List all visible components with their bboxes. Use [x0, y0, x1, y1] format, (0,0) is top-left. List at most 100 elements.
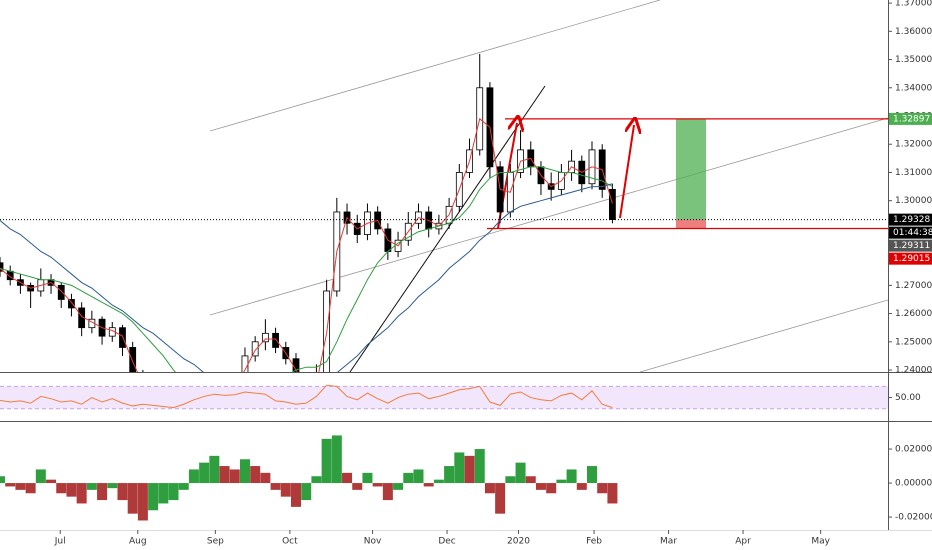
histogram-bar [464, 455, 475, 484]
y-tick-label: 1.37000 [895, 0, 932, 9]
y-tick-label: 1.35000 [895, 55, 932, 65]
histogram-bar [137, 483, 148, 521]
y-tick-label: 1.32000 [895, 140, 932, 150]
histogram-bar [331, 435, 342, 484]
histogram-bar [597, 483, 608, 494]
histogram-bar [239, 459, 250, 484]
x-tick-label: Dec [438, 537, 455, 547]
histogram-bar [5, 483, 16, 487]
price-tag [889, 252, 932, 265]
histogram-bar [46, 479, 57, 484]
histogram-bar [515, 462, 526, 484]
histogram-bar [587, 466, 597, 484]
histogram-bar [209, 455, 220, 484]
y-tick-label: 1.34000 [895, 83, 932, 93]
price-tag-label: 1.29015 [893, 254, 930, 264]
histogram-bar [362, 472, 373, 484]
histogram-bar [301, 483, 312, 501]
histogram-bar [576, 483, 587, 490]
rsi-band [0, 386, 888, 409]
channel-line [209, 0, 661, 132]
histogram-bar [35, 469, 46, 484]
histogram-bar [107, 483, 118, 489]
candle-body [201, 421, 207, 432]
histogram-bar [505, 476, 516, 484]
y-tick-label: 1.25000 [895, 337, 932, 347]
price-tag [889, 112, 932, 125]
moving-average [0, 183, 613, 372]
x-tick-label: Jul [54, 537, 66, 547]
x-tick-label: Feb [586, 537, 602, 547]
candle-body [261, 332, 269, 343]
x-tick-label: Oct [282, 537, 298, 547]
histogram-bar [566, 469, 577, 484]
histogram-bar [372, 483, 383, 487]
histogram-bar [117, 483, 128, 501]
histogram-bar [270, 483, 281, 490]
y-tick-label: 1.31000 [895, 168, 932, 178]
histogram-bar [535, 483, 546, 490]
moving-average [0, 166, 613, 372]
price-tag-label: 1.29311 [893, 241, 930, 251]
x-tick-label: Mar [660, 537, 677, 547]
histogram-bar [260, 472, 271, 484]
price-tag [889, 226, 932, 239]
y-tick-label: 0.02000 [895, 445, 932, 455]
candle-body [609, 188, 616, 220]
candle-body [129, 347, 137, 372]
candle-body [241, 355, 249, 372]
channel-line [639, 299, 888, 372]
histogram-bar [158, 483, 169, 504]
histogram-bar [495, 483, 506, 514]
histogram-bar [250, 466, 261, 484]
candle-body [191, 432, 197, 449]
histogram-bar [525, 476, 536, 484]
price-tag-label: 01:44:38 [893, 228, 932, 238]
candle-body [292, 358, 300, 372]
price-tag [889, 213, 932, 226]
histogram-bar [454, 452, 465, 484]
histogram-bar [352, 483, 363, 490]
price-tag [889, 239, 932, 252]
rsi-line [0, 384, 613, 409]
histogram-bar [433, 479, 444, 484]
price-pane [0, 53, 706, 449]
y-tick-label: 1.30000 [895, 196, 932, 206]
price-tag-label: 1.32897 [893, 114, 930, 124]
histogram-bar [393, 483, 404, 490]
histogram-bar [556, 479, 567, 484]
arrow [619, 125, 634, 219]
histogram-bar [484, 483, 495, 494]
histogram-bar [280, 483, 291, 497]
histogram-bar [168, 483, 179, 501]
channel-line [209, 117, 888, 316]
candle-body [57, 284, 65, 300]
histogram-bar [444, 466, 455, 484]
histogram-bar [56, 483, 67, 494]
histogram-bar [188, 469, 199, 484]
histogram-pane [0, 435, 618, 521]
histogram-bar [474, 449, 485, 484]
y-tick-label: -0.02000 [895, 513, 932, 523]
trend-line [349, 85, 546, 372]
profit-zone [676, 118, 706, 220]
loss-zone [676, 219, 706, 229]
histogram-bar [76, 483, 87, 504]
histogram-bar [97, 483, 108, 501]
histogram-bar [423, 483, 434, 487]
histogram-bar [342, 472, 353, 484]
histogram-bar [229, 469, 240, 484]
histogram-bar [0, 476, 5, 484]
histogram-bar [127, 483, 138, 514]
histogram-bar [148, 483, 159, 511]
moving-average [0, 117, 613, 372]
histogram-bar [25, 483, 36, 494]
histogram-bar [403, 472, 414, 484]
y-tick-label: 1.26000 [895, 309, 932, 319]
histogram-bar [413, 469, 424, 484]
candle-body [0, 262, 4, 272]
candle-body [181, 441, 187, 449]
x-tick-label: Aug [129, 537, 147, 547]
candle-body [68, 299, 75, 309]
